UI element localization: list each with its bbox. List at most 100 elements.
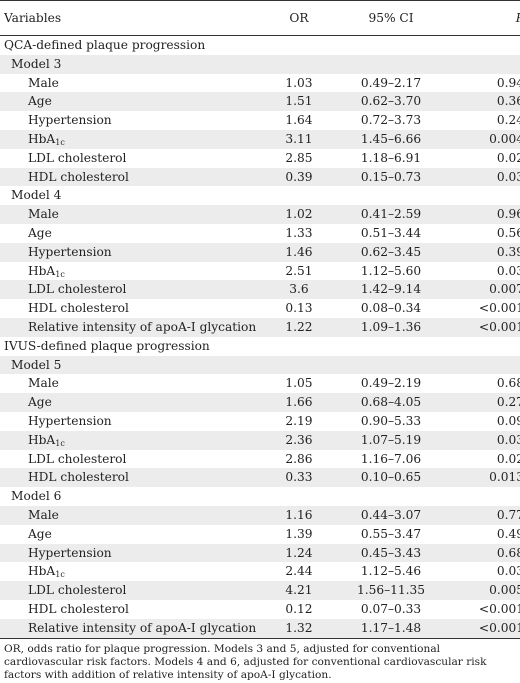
model-row: Model 3 — [0, 54, 520, 74]
ci-cell — [332, 355, 450, 375]
variable-label: LDL cholesterol — [0, 450, 266, 469]
or-cell — [266, 36, 332, 55]
or-cell — [266, 337, 332, 356]
ci-cell — [332, 36, 450, 55]
table-header: Variables OR 95% CI P — [0, 0, 520, 36]
ci-cell: 0.62–3.45 — [332, 242, 450, 262]
label-text: LDL cholesterol — [28, 282, 127, 297]
table-row: Male 1.05 0.49–2.19 0.68 — [0, 374, 520, 393]
table-row: HbA1c 2.51 1.12–5.60 0.03 — [0, 262, 520, 281]
or-cell: 2.51 — [285, 263, 313, 278]
variable-label: HDL cholesterol — [0, 468, 266, 488]
ci-cell: 0.10–0.65 — [332, 468, 450, 488]
ci-cell: 0.51–3.44 — [360, 225, 422, 240]
or-cell: 0.33 — [266, 468, 332, 488]
ci-cell: 1.56–11.35 — [332, 581, 450, 600]
ci-cell: 0.55–3.47 — [360, 526, 422, 541]
or-cell — [266, 487, 332, 506]
label-text: HbA — [28, 263, 56, 278]
header-or: OR — [266, 0, 332, 36]
label-text: HDL cholesterol — [28, 601, 129, 616]
label-text: Model 3 — [11, 56, 62, 71]
ci-cell: 1.12–5.60 — [360, 263, 422, 278]
table-row: Hypertension 1.64 0.72–3.73 0.24 — [0, 111, 520, 130]
ci-cell: 0.90–5.33 — [360, 413, 422, 428]
label-text: Age — [28, 526, 52, 541]
or-cell: 1.03 — [285, 75, 313, 90]
or-cell: 1.33 — [285, 225, 313, 240]
label-text: Relative intensity of apoA-I glycation — [28, 319, 257, 334]
table-row: Male 1.160.44–3.070.77 — [0, 505, 520, 525]
or-cell — [266, 355, 332, 375]
label-text: HDL cholesterol — [28, 470, 129, 485]
or-cell — [266, 54, 332, 74]
p-cell: 0.68 — [496, 376, 520, 391]
variable-label: Male — [0, 205, 266, 224]
label-text: Hypertension — [28, 545, 112, 560]
model-row: Model 5 — [0, 355, 520, 375]
label-text: IVUS-defined plaque progression — [4, 338, 210, 353]
p-cell: 0.03 — [496, 564, 520, 579]
section-label: QCA-defined plaque progression — [0, 36, 266, 55]
table-row: HDL cholesterol 0.330.10–0.650.013 — [0, 468, 520, 488]
label-text: Model 4 — [11, 188, 62, 203]
p-cell — [450, 355, 520, 375]
ci-cell: 1.17–1.48 — [332, 618, 450, 639]
p-cell: <0.001 — [450, 618, 520, 639]
model-label: Model 3 — [0, 54, 266, 74]
variable-label: Male — [0, 374, 266, 393]
ci-cell: 0.07–0.33 — [360, 601, 422, 616]
label-text: HDL cholesterol — [28, 301, 129, 316]
or-cell: 3.11 — [266, 129, 332, 149]
table-row: Male 1.03 0.49–2.17 0.94 — [0, 74, 520, 93]
table-row: HbA1c 2.44 1.12–5.46 0.03 — [0, 562, 520, 581]
or-cell: 1.05 — [285, 376, 313, 391]
p-cell: 0.96 — [450, 205, 520, 224]
label-text: Male — [28, 507, 59, 522]
label-text: QCA-defined plaque progression — [4, 38, 206, 52]
ci-cell: 0.49–2.19 — [360, 376, 422, 391]
table-row: Age 1.33 0.51–3.44 0.56 — [0, 224, 520, 243]
table-body: QCA-defined plaque progression Model 3 Mal… — [0, 36, 520, 639]
table-row: Hypertension 2.19 0.90–5.33 0.09 — [0, 412, 520, 431]
or-cell: 0.12 — [285, 601, 313, 616]
ci-cell: 1.18–6.91 — [360, 150, 422, 165]
label-text: LDL cholesterol — [28, 583, 127, 598]
variable-label: HbA1c — [0, 129, 266, 149]
or-cell — [266, 186, 332, 205]
table-row: Hypertension 1.460.62–3.450.39 — [0, 242, 520, 262]
label-text: Model 6 — [11, 489, 62, 504]
header-ci: 95% CI — [332, 0, 450, 36]
variable-label: HDL cholesterol — [0, 299, 266, 318]
label-text: HDL cholesterol — [28, 169, 129, 184]
variable-label: Hypertension — [0, 111, 266, 130]
variable-label: Male — [0, 74, 266, 93]
table-row: Age 1.660.68–4.050.27 — [0, 393, 520, 412]
label-text: Male — [28, 75, 59, 90]
variable-label: Age — [0, 525, 266, 544]
or-cell: 1.24 — [266, 543, 332, 563]
or-cell: 2.36 — [266, 430, 332, 450]
table-row: HDL cholesterol 0.13 0.08–0.34 <0.001 — [0, 299, 520, 318]
label-text: LDL cholesterol — [28, 451, 127, 466]
or-cell: 2.86 — [285, 451, 313, 466]
p-cell: 0.27 — [450, 393, 520, 412]
variable-label: Age — [0, 92, 266, 112]
table-row: LDL cholesterol 4.211.56–11.350.005 — [0, 581, 520, 600]
p-cell: 0.02 — [496, 150, 520, 165]
p-cell: 0.56 — [496, 225, 520, 240]
or-cell: 3.6 — [266, 280, 332, 300]
label-subscript: 1c — [55, 269, 65, 279]
table-footnote: OR, odds ratio for plaque progression. M… — [4, 642, 487, 682]
ci-cell: 1.12–5.46 — [360, 564, 422, 579]
ci-cell: 0.15–0.73 — [332, 167, 450, 187]
or-cell: 1.66 — [266, 393, 332, 412]
p-cell: 0.004 — [450, 129, 520, 149]
label-text: Male — [28, 376, 59, 391]
section-row: QCA-defined plaque progression — [0, 36, 520, 55]
label-text: HbA — [28, 432, 56, 447]
label-text: Age — [28, 395, 52, 410]
